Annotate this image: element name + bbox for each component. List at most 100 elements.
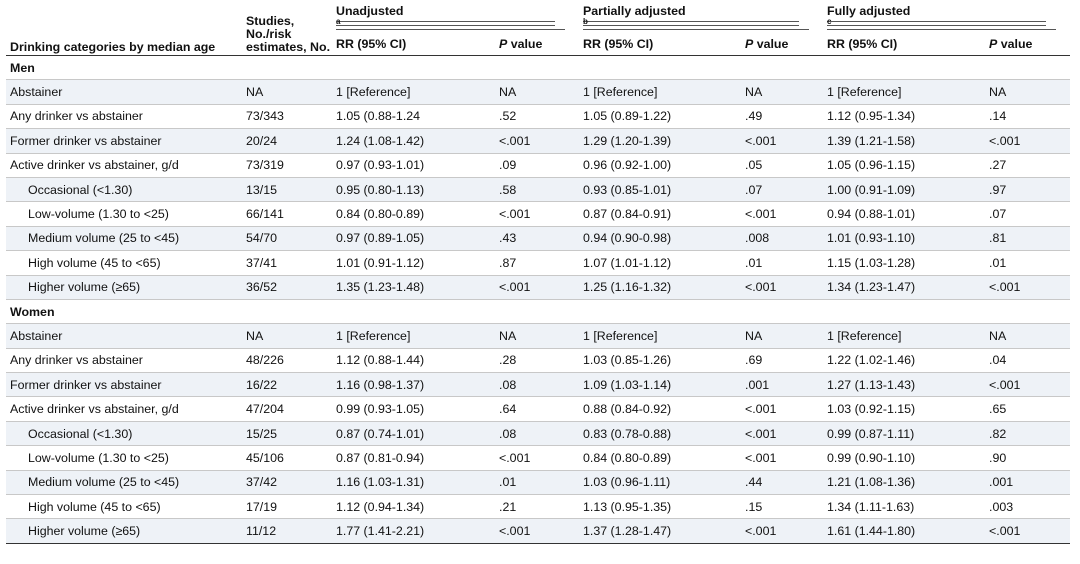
cell-rr-partially: 0.84 (0.80-0.89) xyxy=(579,445,741,471)
cell-rr-partially: 0.88 (0.84-0.92) xyxy=(579,396,741,422)
cell-p-unadjusted: .58 xyxy=(495,177,579,203)
cell-p-partially: .01 xyxy=(741,250,824,276)
cell-studies: 73/343 xyxy=(242,104,332,130)
cell-rr-partially: 1.09 (1.03-1.14) xyxy=(579,372,741,398)
cell-category: Medium volume (25 to <45) xyxy=(6,226,242,252)
cell-rr-unadjusted: 0.84 (0.80-0.89) xyxy=(332,201,495,227)
header-fully-adjusted: Fully adjusted c xyxy=(823,0,1070,31)
table-row: Medium volume (25 to <45) 54/70 0.97 (0.89… xyxy=(6,226,1071,252)
cell-category: Higher volume (≥65) xyxy=(6,275,242,300)
cell-p-fully: <.001 xyxy=(985,518,1071,544)
cell-rr-fully: 0.94 (0.88-1.01) xyxy=(823,201,986,227)
cell-p-fully: .04 xyxy=(985,348,1071,374)
cell-category: Any drinker vs abstainer xyxy=(6,348,242,374)
table-row: High volume (45 to <65) 17/19 1.12 (0.94-1… xyxy=(6,494,1071,520)
cell-studies: 36/52 xyxy=(242,275,332,300)
cell-rr-fully: 1.34 (1.23-1.47) xyxy=(823,275,986,300)
header-rr-fully: RR (95% CI) xyxy=(823,31,986,56)
cell-rr-partially: 1 [Reference] xyxy=(579,323,741,349)
cell-studies: 47/204 xyxy=(242,396,332,422)
cell-rr-unadjusted: 0.97 (0.93-1.01) xyxy=(332,153,495,178)
header-rr-unadjusted: RR (95% CI) xyxy=(332,31,495,56)
cell-rr-unadjusted: 1.16 (0.98-1.37) xyxy=(332,372,495,398)
cell-rr-fully: 1.27 (1.13-1.43) xyxy=(823,372,986,398)
cell-p-unadjusted: <.001 xyxy=(495,275,579,300)
cell-rr-unadjusted: 0.87 (0.74-1.01) xyxy=(332,421,495,447)
cell-p-unadjusted: .01 xyxy=(495,470,579,496)
cell-p-unadjusted: .64 xyxy=(495,396,579,422)
cell-p-partially: .001 xyxy=(741,372,824,398)
cell-category: High volume (45 to <65) xyxy=(6,494,242,520)
cell-rr-fully: 1.00 (0.91-1.09) xyxy=(823,177,986,203)
table-row: Low-volume (1.30 to <25) 66/141 0.84 (0.80… xyxy=(6,201,1071,227)
cell-category: Active drinker vs abstainer, g/d xyxy=(6,396,242,422)
cell-p-fully: .001 xyxy=(985,470,1071,496)
cell-rr-fully: 1.01 (0.93-1.10) xyxy=(823,226,986,252)
cell-p-unadjusted: <.001 xyxy=(495,518,579,544)
cell-category: Low-volume (1.30 to <25) xyxy=(6,445,242,471)
cell-category: Occasional (<1.30) xyxy=(6,177,242,203)
table-row: Former drinker vs abstainer 20/24 1.24 (1.… xyxy=(6,128,1071,154)
cell-studies: 20/24 xyxy=(242,128,332,154)
cell-p-partially: .07 xyxy=(741,177,824,203)
table-header: Drinking categories by median age Studie… xyxy=(6,0,1071,56)
cell-studies: 48/226 xyxy=(242,348,332,374)
cell-p-fully: .27 xyxy=(985,153,1071,178)
cell-rr-unadjusted: 0.97 (0.89-1.05) xyxy=(332,226,495,252)
cell-p-unadjusted: .08 xyxy=(495,372,579,398)
cell-p-unadjusted: .09 xyxy=(495,153,579,178)
cell-p-unadjusted: .52 xyxy=(495,104,579,130)
cell-rr-partially: 0.83 (0.78-0.88) xyxy=(579,421,741,447)
cell-rr-fully: 1.61 (1.44-1.80) xyxy=(823,518,986,544)
cell-p-partially: NA xyxy=(741,323,824,349)
table-row: Active drinker vs abstainer, g/d 47/204 0.… xyxy=(6,396,1071,422)
cell-studies: 16/22 xyxy=(242,372,332,398)
cell-p-partially: <.001 xyxy=(741,201,824,227)
cell-studies: 13/15 xyxy=(242,177,332,203)
cell-p-partially: <.001 xyxy=(741,128,824,154)
cell-p-partially: .008 xyxy=(741,226,824,252)
cell-rr-unadjusted: 1 [Reference] xyxy=(332,79,495,105)
cell-rr-fully: 0.99 (0.90-1.10) xyxy=(823,445,986,471)
cell-rr-partially: 0.94 (0.90-0.98) xyxy=(579,226,741,252)
cell-category: Occasional (<1.30) xyxy=(6,421,242,447)
cell-rr-partially: 1.03 (0.85-1.26) xyxy=(579,348,741,374)
header-p-partially: P value xyxy=(741,31,824,56)
cell-rr-unadjusted: 1.77 (1.41-2.21) xyxy=(332,518,495,544)
cell-rr-partially: 1.29 (1.20-1.39) xyxy=(579,128,741,154)
cell-rr-fully: 1.39 (1.21-1.58) xyxy=(823,128,986,154)
cell-studies: 37/41 xyxy=(242,250,332,276)
table-row: Active drinker vs abstainer, g/d 73/319 0.… xyxy=(6,153,1071,178)
cell-p-partially: <.001 xyxy=(741,518,824,544)
header-partially-adjusted: Partially adjusted b xyxy=(579,0,823,31)
cell-rr-fully: 1.12 (0.95-1.34) xyxy=(823,104,986,130)
cell-rr-unadjusted: 1.05 (0.88-1.24 xyxy=(332,104,495,130)
header-category: Drinking categories by median age xyxy=(6,0,242,56)
cell-rr-fully: 1.15 (1.03-1.28) xyxy=(823,250,986,276)
cell-p-fully: .81 xyxy=(985,226,1071,252)
cell-rr-partially: 1.05 (0.89-1.22) xyxy=(579,104,741,130)
header-unadjusted: Unadjusted a xyxy=(332,0,579,31)
cell-p-fully: .003 xyxy=(985,494,1071,520)
cell-p-unadjusted: .28 xyxy=(495,348,579,374)
cell-studies: 45/106 xyxy=(242,445,332,471)
cell-category: Any drinker vs abstainer xyxy=(6,104,242,130)
table-row: Occasional (<1.30) 15/25 0.87 (0.74-1.01).… xyxy=(6,421,1071,447)
cell-rr-fully: 0.99 (0.87-1.11) xyxy=(823,421,986,447)
cell-p-fully: .14 xyxy=(985,104,1071,130)
cell-p-unadjusted: .43 xyxy=(495,226,579,252)
cell-rr-partially: 1.13 (0.95-1.35) xyxy=(579,494,741,520)
cell-rr-fully: 1.21 (1.08-1.36) xyxy=(823,470,986,496)
cell-p-partially: <.001 xyxy=(741,421,824,447)
cell-studies: 54/70 xyxy=(242,226,332,252)
cell-rr-fully: 1.22 (1.02-1.46) xyxy=(823,348,986,374)
cell-rr-unadjusted: 0.99 (0.93-1.05) xyxy=(332,396,495,422)
cell-category: Abstainer xyxy=(6,79,242,105)
cell-p-fully: .90 xyxy=(985,445,1071,471)
table-row: Any drinker vs abstainer 73/343 1.05 (0.88… xyxy=(6,104,1071,130)
cell-category: Higher volume (≥65) xyxy=(6,518,242,544)
table-row: Occasional (<1.30) 13/15 0.95 (0.80-1.13).… xyxy=(6,177,1071,203)
cell-p-partially: .05 xyxy=(741,153,824,178)
cell-rr-partially: 1.37 (1.28-1.47) xyxy=(579,518,741,544)
